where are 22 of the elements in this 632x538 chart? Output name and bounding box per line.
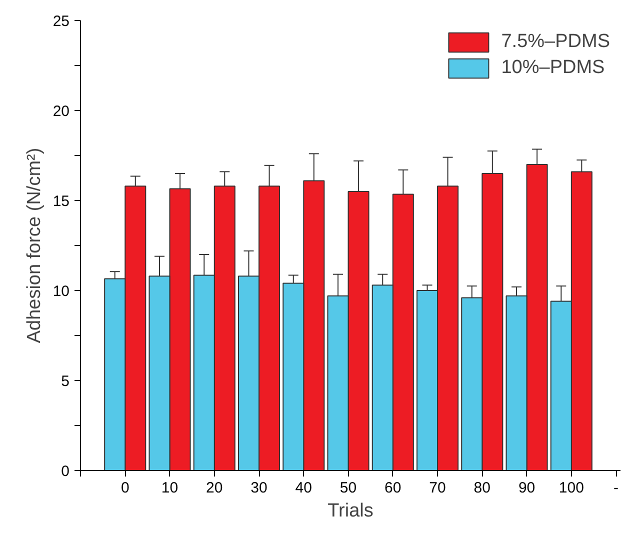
y-tick-label: 25 xyxy=(52,13,70,30)
x-tick-label: - xyxy=(614,480,619,496)
x-tick-label: 70 xyxy=(429,480,446,496)
x-tick-label: 80 xyxy=(474,480,490,496)
y-axis-title: Adhesion force (N/cm²) xyxy=(24,148,45,344)
legend-label: 7.5%–PDMS xyxy=(501,31,610,53)
y-tick-label: 10 xyxy=(52,283,70,300)
x-tick-label: 10 xyxy=(161,480,178,496)
y-tick-label: 0 xyxy=(61,463,70,480)
x-tick-label: 50 xyxy=(340,480,357,496)
x-axis-title: Trials xyxy=(328,500,374,522)
x-tick-label: 0 xyxy=(120,480,130,496)
y-tick-label: 15 xyxy=(52,193,70,210)
x-tick-label: 20 xyxy=(206,480,223,496)
y-tick-label: 20 xyxy=(52,103,70,120)
x-tick-label: 100 xyxy=(558,480,584,496)
x-tick-label: 30 xyxy=(250,480,268,496)
y-tick-label: 5 xyxy=(61,373,70,390)
x-tick-label: 60 xyxy=(384,480,402,496)
x-tick-label: 40 xyxy=(295,480,312,496)
x-tick-label: 90 xyxy=(518,480,536,496)
legend-label: 10%–PDMS xyxy=(501,57,605,79)
